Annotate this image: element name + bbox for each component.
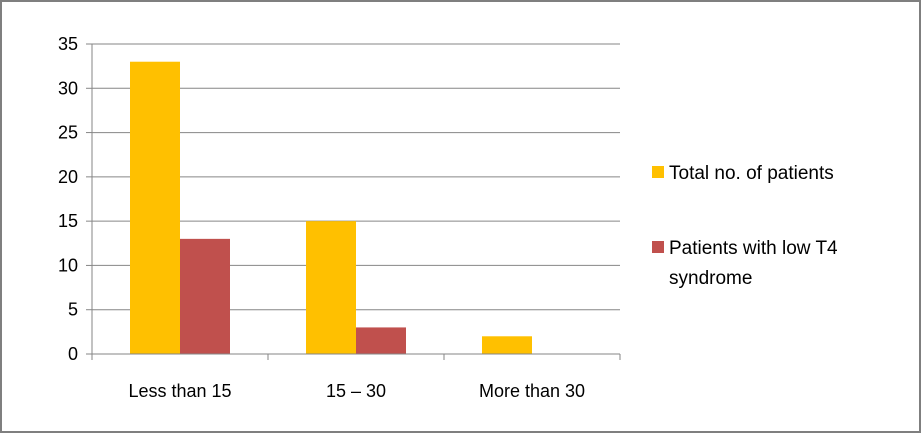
bar-series0-cat0 [130,61,180,354]
x-tick-label-0: Less than 15 [128,381,231,401]
bar-series1-cat0 [180,238,230,354]
y-tick-label-15: 15 [58,211,78,231]
bar-series1-cat1 [356,327,406,354]
y-tick-labels: 0 5 10 15 20 25 30 35 [58,34,78,364]
y-tick-label-10: 10 [58,255,78,275]
y-tick-label-20: 20 [58,167,78,187]
bar-series0-cat2 [482,336,532,354]
legend-label-low-t4-line1: Patients with low T4 [669,238,838,259]
x-tick-labels: Less than 15 15 – 30 More than 30 [128,381,585,401]
legend-swatch-low-t4 [652,241,664,253]
legend: Total no. of patients Patients with low … [652,163,838,289]
x-tick-label-2: More than 30 [479,381,585,401]
bars [130,61,532,354]
axes [91,44,620,355]
y-tick-label-0: 0 [68,344,78,364]
y-tick-label-25: 25 [58,123,78,143]
y-tick-label-35: 35 [58,34,78,54]
legend-label-total-patients: Total no. of patients [669,163,834,184]
y-tick-label-5: 5 [68,300,78,320]
legend-swatch-total-patients [652,166,664,178]
y-tick-label-30: 30 [58,78,78,98]
x-tick-label-1: 15 – 30 [326,381,386,401]
legend-label-low-t4-line2: syndrome [669,268,752,289]
bar-series0-cat1 [306,221,356,354]
